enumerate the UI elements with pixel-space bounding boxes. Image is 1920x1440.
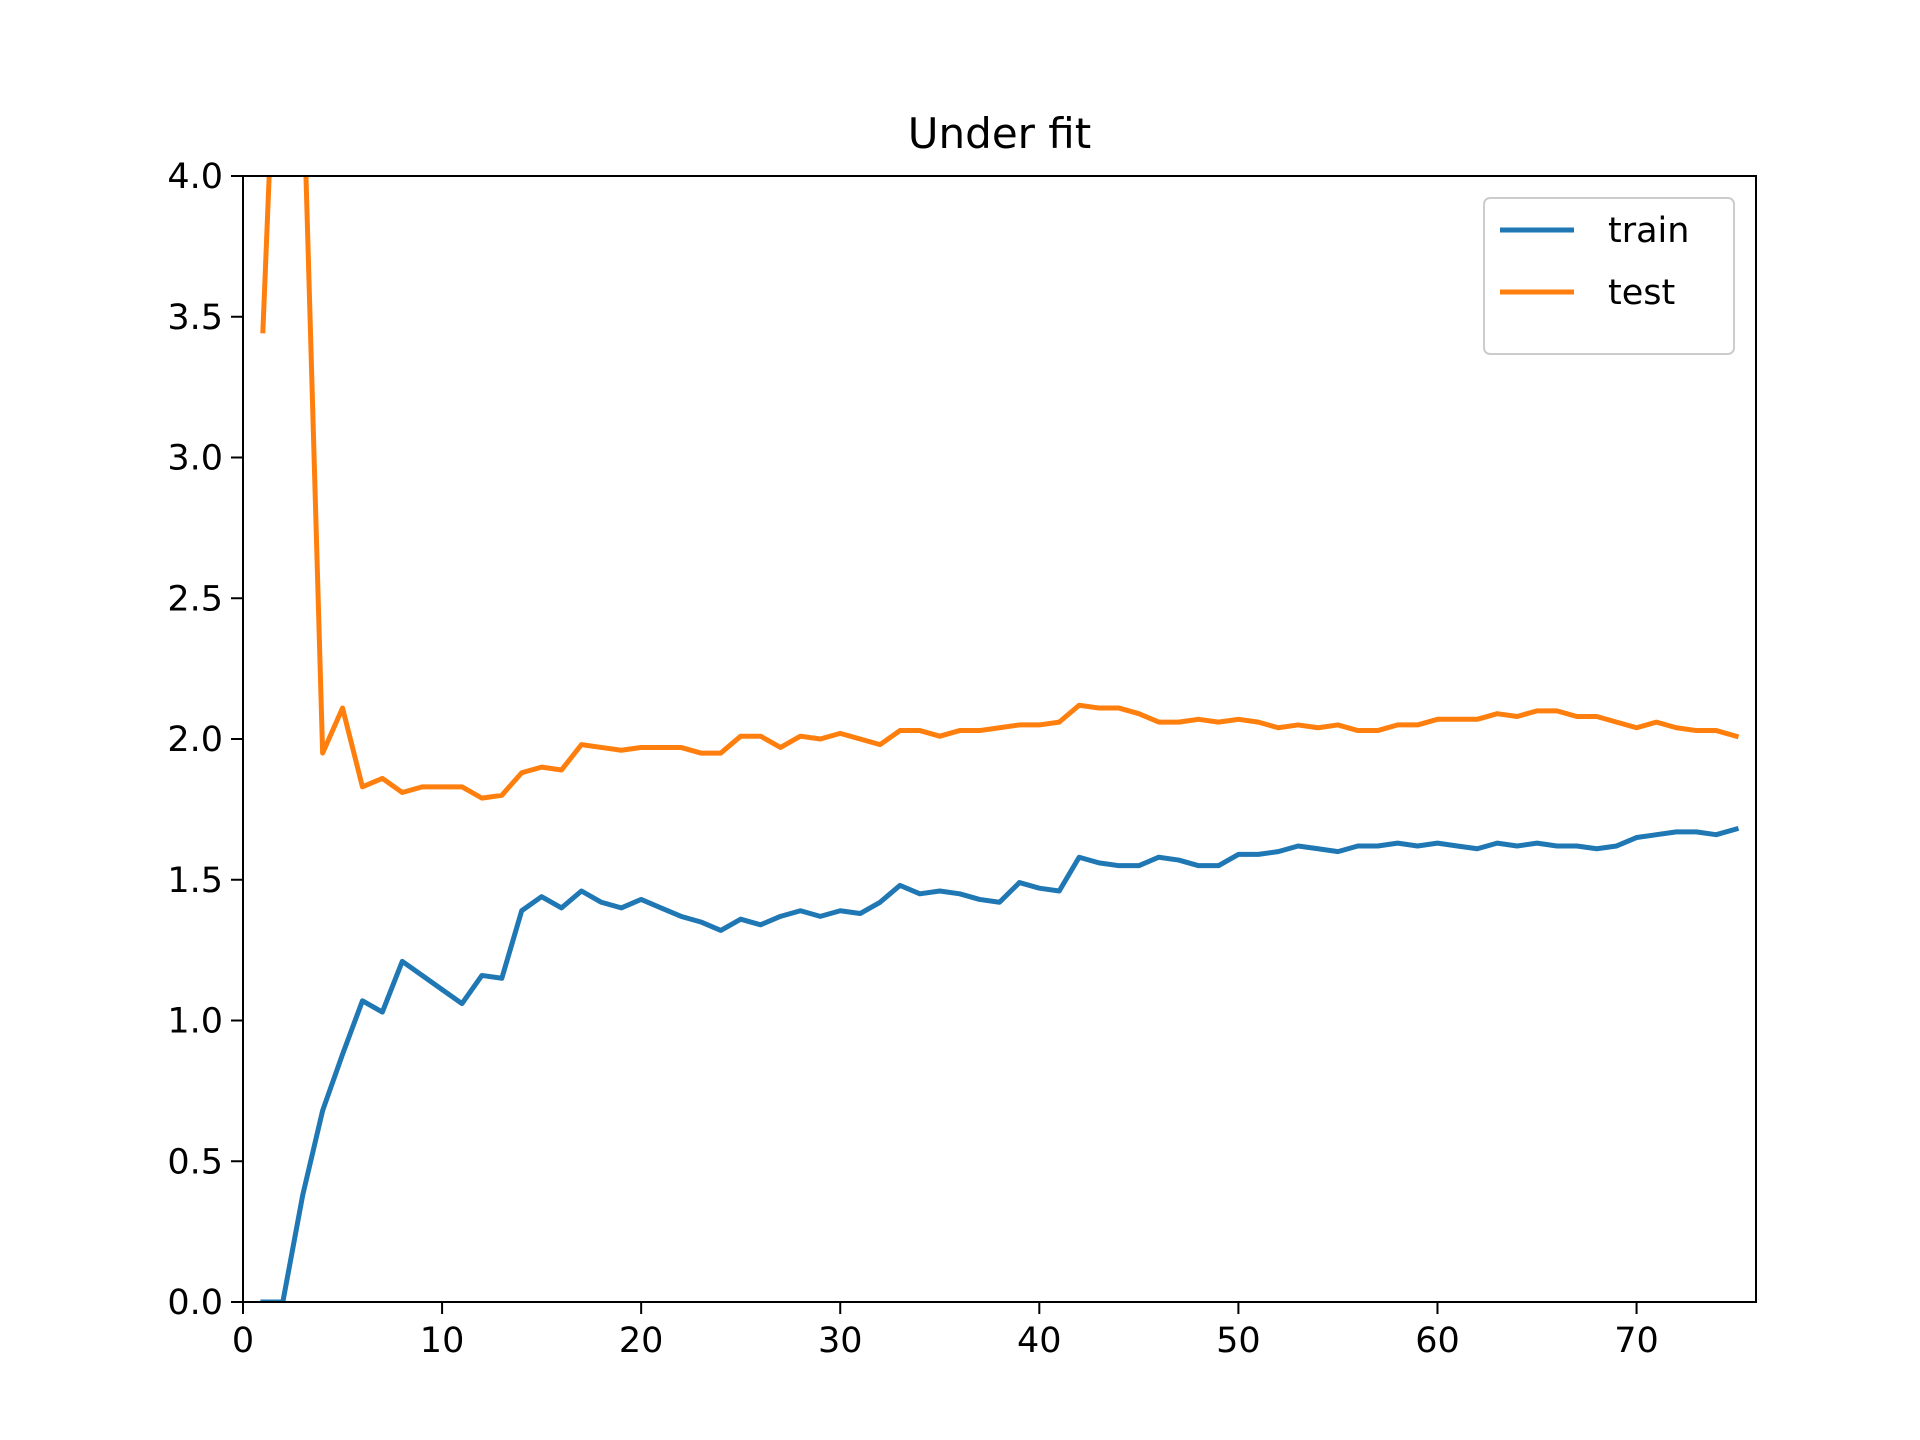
chart-title-layer: Under fit	[908, 109, 1091, 158]
y-tick-label: 4.0	[167, 157, 223, 197]
chart-title: Under fit	[908, 109, 1091, 158]
series-line-train	[260, 825, 1740, 1302]
x-tick-label: 0	[232, 1321, 254, 1361]
y-tick-label: 0.0	[167, 1283, 223, 1323]
series-layer	[260, 176, 1740, 1302]
y-tick-label: 0.5	[167, 1142, 223, 1182]
y-tick-label: 2.0	[167, 720, 223, 760]
legend: train test	[1483, 197, 1735, 355]
x-tick-label: 30	[818, 1321, 863, 1361]
legend-label-train: train	[1608, 211, 1689, 251]
x-tick-label: 10	[420, 1321, 465, 1361]
x-tick-label: 40	[1017, 1321, 1062, 1361]
x-axis: 0 10 20 30 40 50 60 70	[232, 1302, 1659, 1361]
x-tick-label: 70	[1614, 1321, 1659, 1361]
y-tick-label: 2.5	[167, 579, 223, 619]
y-tick-label: 1.5	[167, 861, 223, 901]
legend-label-test: test	[1608, 273, 1675, 313]
legend-box	[1483, 197, 1735, 355]
x-tick-label: 60	[1415, 1321, 1460, 1361]
y-tick-label: 3.5	[167, 298, 223, 338]
y-tick-label: 1.0	[167, 1002, 223, 1042]
y-tick-label: 3.0	[167, 439, 223, 479]
x-tick-label: 50	[1216, 1321, 1261, 1361]
series-line-test	[260, 176, 1740, 801]
x-tick-label: 20	[619, 1321, 664, 1361]
y-axis: 0.0 0.5 1.0 1.5 2.0 2.5 3.0 3.5 4.0	[167, 157, 243, 1323]
